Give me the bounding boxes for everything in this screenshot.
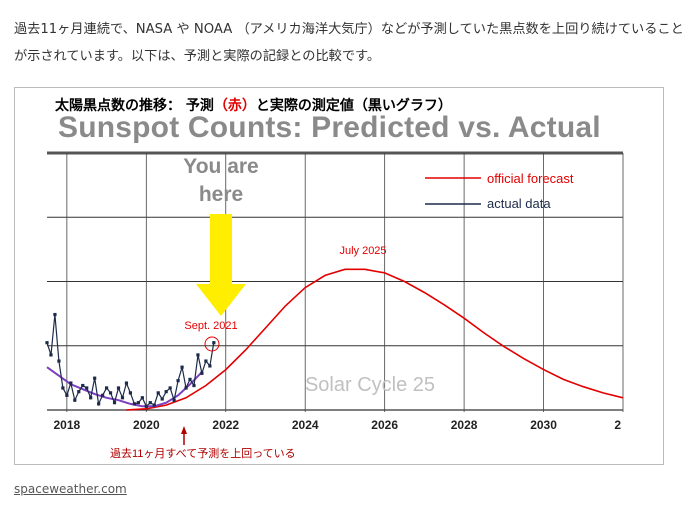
actual-data-point <box>140 396 144 400</box>
actual-data-point <box>65 393 69 397</box>
actual-data-point <box>77 390 81 394</box>
actual-data-point <box>104 386 109 390</box>
actual-data-point <box>49 353 53 357</box>
actual-data-point <box>120 396 125 400</box>
actual-data-point <box>176 379 180 383</box>
chart-title: Sunspot Counts: Predicted vs. Actual <box>58 111 601 144</box>
actual-data-point <box>45 341 49 345</box>
actual-data-point <box>61 386 65 390</box>
actual-data-point <box>188 377 192 382</box>
annotation-sept-2021: Sept. 2021 <box>184 320 237 332</box>
x-tick-label-2020: 2020 <box>133 418 160 432</box>
forecast-line <box>126 268 624 411</box>
actual-data-point <box>172 398 176 402</box>
x-tick-label-2022: 2022 <box>212 418 239 432</box>
sunspot-chart: 2018 2020 2022 2024 2026 2028 2030 2 Solar Cycl… <box>45 151 624 460</box>
actual-data-point <box>168 386 172 390</box>
smoothed-actual-line <box>46 366 203 408</box>
actual-data-point <box>208 364 212 368</box>
article-paragraph: 過去11ヶ月連続で、NASA や NOAA （アメリカ海洋大気庁）などが予測して… <box>14 22 684 64</box>
annotation-july-2025: July 2025 <box>339 245 386 257</box>
up-arrow-icon <box>181 426 187 434</box>
actual-data-point <box>124 381 129 385</box>
actual-data-point <box>196 353 200 357</box>
overlay-layer: Solar Cycle 25 You are here Sept. 2021 J… <box>110 155 574 460</box>
actual-data-point <box>53 312 57 317</box>
you-are-here-line1: You are <box>183 155 258 178</box>
jp-caption-suffix: と実際の測定値（黒いグラフ） <box>255 98 452 114</box>
actual-data-point <box>144 404 148 408</box>
actual-data-point <box>73 398 77 402</box>
actual-data-point <box>136 401 140 405</box>
x-tick-label-2018: 2018 <box>54 418 81 432</box>
you-are-here-line2: here <box>199 183 243 206</box>
x-tick-label-2026: 2026 <box>371 418 398 432</box>
actual-data-point <box>192 383 196 388</box>
actual-data-point <box>97 402 101 406</box>
actual-data-point <box>81 383 85 388</box>
actual-data-point <box>93 376 97 380</box>
actual-data-point <box>108 391 113 395</box>
actual-data-point <box>101 393 105 397</box>
x-axis-ticks: 2018 2020 2022 2024 2026 2028 2030 2 <box>54 418 622 432</box>
source-credit-link[interactable]: spaceweather.com <box>14 482 127 496</box>
x-tick-label-2028: 2028 <box>451 418 478 432</box>
actual-data-point <box>89 396 93 400</box>
jp-chart-caption: 太陽黒点数の推移： 予測（赤）と実際の測定値（黒いグラフ） <box>55 95 452 115</box>
actual-data-point <box>152 403 156 407</box>
actual-data-point <box>204 359 208 363</box>
actual-data-point <box>85 386 89 390</box>
series-layer <box>45 268 624 411</box>
actual-data-point <box>160 397 164 401</box>
legend-actual-label: actual data <box>487 196 551 211</box>
actual-data-point <box>180 365 184 369</box>
jp-caption-red: （赤） <box>213 98 256 114</box>
actual-data-point <box>116 386 121 390</box>
you-are-here-arrow <box>196 214 246 316</box>
actual-data-point <box>57 359 61 363</box>
actual-data-point <box>212 341 216 345</box>
actual-data-point <box>128 391 133 395</box>
watermark-label: Solar Cycle 25 <box>305 374 435 396</box>
actual-data-point <box>132 402 136 406</box>
x-tick-label-2024: 2024 <box>292 418 319 432</box>
actual-data-point <box>69 381 73 385</box>
chart-grid <box>47 151 624 412</box>
actual-data-point <box>112 401 117 405</box>
actual-data-point <box>200 371 204 375</box>
legend-forecast-label: official forecast <box>487 171 574 186</box>
jp-arrow-note: 過去11ヶ月すべて予測を上回っている <box>110 446 296 460</box>
actual-data-point <box>164 390 168 394</box>
actual-data-point <box>148 401 152 405</box>
chart-figure: 太陽黒点数の推移： 予測（赤）と実際の測定値（黒いグラフ） Sunspot Co… <box>14 87 664 465</box>
sept-2021-marker <box>204 336 220 352</box>
x-tick-label-2: 2 <box>614 418 621 432</box>
actual-data-point <box>184 386 188 390</box>
x-tick-label-2030: 2030 <box>530 418 557 432</box>
jp-caption-prefix: 太陽黒点数の推移： 予測 <box>55 98 214 114</box>
actual-data-point <box>156 391 160 395</box>
